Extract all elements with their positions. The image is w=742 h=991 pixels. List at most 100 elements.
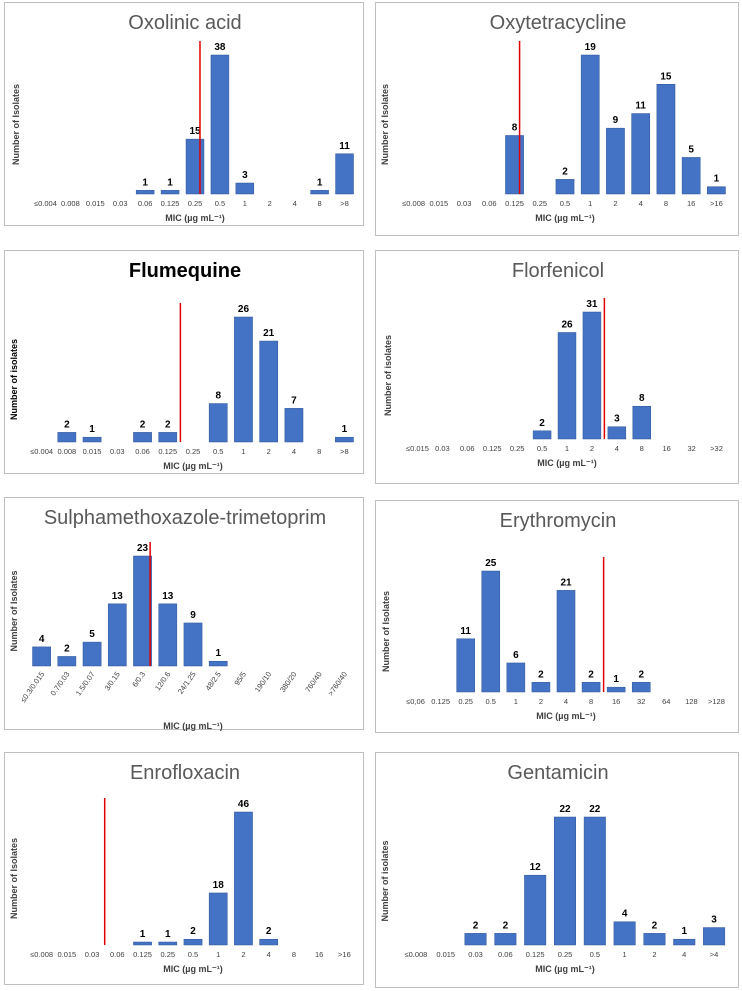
bar-7 (210, 54, 230, 195)
chart-panel-oxolinic-acid: Oxolinic acid Number of Isolates ≤0.004 0.0… (4, 2, 364, 226)
bar-9 (673, 938, 696, 946)
tick-label-7: 8 (589, 697, 593, 706)
chart-panel-enrofloxacin: Enrofloxacin Number of Isolates ≤0.008 0.01… (4, 752, 364, 985)
tick-label-9: 8 (640, 444, 644, 453)
tick-label-6: 0.5 (560, 199, 570, 208)
tick-label-3: 0.06 (498, 950, 513, 959)
tick-label-12: >16 (338, 950, 351, 959)
tick-label-3: 0.03 (113, 199, 128, 208)
data-label-2: 5 (89, 629, 95, 640)
data-label-5: 22 (559, 804, 571, 815)
tick-label-9: 2 (267, 447, 271, 456)
y-axis-label: Number of Isolates (9, 570, 19, 651)
tick-label-11: 32 (687, 444, 695, 453)
chart-oxolinic-acid: Oxolinic acid Number of Isolates ≤0.004 0.0… (11, 12, 354, 223)
bar-6 (557, 332, 577, 440)
x-axis-label: MIC (µg mL⁻¹) (165, 213, 224, 223)
tick-label-10: >4 (710, 950, 719, 959)
chart-sulphamethoxazole-trimetoprim: Sulphamethoxazole-trimetoprim Number of I… (9, 507, 349, 731)
bar-4 (505, 135, 524, 195)
tick-label-4: 0.125 (505, 199, 524, 208)
tick-label-9: 4 (267, 950, 271, 959)
bar-7 (208, 892, 228, 946)
bar-3 (107, 603, 127, 667)
bar-4 (135, 190, 155, 195)
tick-label-5: 0.125 (161, 199, 180, 208)
bar-10 (703, 927, 726, 946)
tick-label-1: 0.125 (431, 697, 450, 706)
bar-2 (82, 436, 102, 443)
data-label-6: 2 (190, 926, 196, 937)
bar-6 (555, 179, 575, 195)
bar-8 (235, 182, 255, 195)
tick-label-10: 4 (293, 199, 297, 208)
tick-label-11: 128 (685, 697, 698, 706)
data-label-10: 3 (711, 915, 717, 926)
tick-label-2: 0.06 (460, 444, 475, 453)
bar-5 (158, 432, 178, 443)
tick-label-0: ≤0.004 (30, 447, 53, 456)
tick-label-8: 2 (613, 199, 617, 208)
data-label-9: 21 (263, 328, 275, 339)
y-axis-label: Number of Isolates (380, 84, 390, 165)
y-axis-label: Number of isolates (9, 339, 19, 420)
bar-5 (532, 430, 552, 440)
data-label-8: 1 (613, 674, 619, 685)
tick-label-10: 8 (292, 950, 296, 959)
data-label-3: 13 (112, 591, 124, 602)
data-label-7: 31 (586, 299, 598, 310)
bar-4 (133, 555, 152, 667)
tick-label-0: ≤0.008 (30, 950, 53, 959)
bar-0 (32, 646, 51, 667)
bar-8 (606, 127, 625, 195)
data-label-8: 9 (613, 115, 619, 126)
tick-label-0: ≤0.3/0.015 (19, 670, 47, 704)
data-label-5: 1 (165, 929, 171, 940)
data-label-5: 1 (167, 177, 173, 188)
tick-label-8: 4 (615, 444, 619, 453)
data-label-8: 46 (238, 799, 250, 810)
tick-label-0: ≤0.008 (404, 950, 427, 959)
data-label-12: 1 (342, 424, 348, 435)
x-axis-label: MIC (µg mL⁻¹) (535, 213, 594, 223)
tick-label-6: 4 (564, 697, 568, 706)
chart-erythromycin: Erythromycin Number of Isolates ≤0,06 0.125… (381, 510, 725, 721)
chart-panel-oxytetracycline: Oxytetracycline Number of Isolates ≤0.008 0… (375, 2, 739, 236)
data-label-11: 1 (317, 177, 323, 188)
data-label-4: 12 (530, 862, 542, 873)
tick-label-8: 2 (241, 950, 245, 959)
data-label-6: 9 (190, 610, 196, 621)
chart-panel-florfenicol: Florfenicol Number of isolates ≤0.015 0.03 0… (375, 250, 739, 484)
bar-8 (606, 686, 626, 693)
tick-label-6: 24/1.25 (176, 670, 198, 696)
tick-label-3: 0.06 (482, 199, 497, 208)
data-label-1: 2 (64, 643, 70, 654)
tick-label-4: 1 (514, 697, 518, 706)
data-label-9: 11 (635, 101, 646, 112)
tick-label-8: 1 (241, 447, 245, 456)
tick-label-4: 6/0.3 (130, 670, 147, 689)
chart-panel-flumequine: Flumequine Number of isolates ≤0.004 2 0.008… (4, 250, 364, 474)
y-axis-label: Number of isolates (383, 335, 393, 416)
tick-label-8: 1 (243, 199, 247, 208)
bar-12 (707, 186, 726, 195)
tick-label-5: 0.25 (160, 950, 175, 959)
data-label-11: 5 (688, 144, 694, 155)
data-label-9: 2 (266, 926, 272, 937)
tick-label-5: 0.25 (558, 950, 573, 959)
bar-5 (158, 941, 178, 946)
bar-6 (183, 938, 203, 946)
chart-title: Florfenicol (512, 260, 604, 282)
tick-label-2: 0.015 (83, 447, 102, 456)
tick-label-1: 0.008 (61, 199, 80, 208)
tick-label-5: 2 (539, 697, 543, 706)
data-label-8: 3 (614, 414, 620, 425)
bar-6 (185, 138, 205, 195)
y-axis-label: Number of Isolates (11, 84, 21, 165)
bar-7 (208, 403, 228, 443)
tick-label-3: 0.5 (486, 697, 496, 706)
data-label-2: 11 (460, 626, 471, 637)
tick-label-11: 760/40 (303, 670, 324, 694)
bar-7 (582, 311, 602, 440)
data-label-5: 13 (162, 591, 174, 602)
